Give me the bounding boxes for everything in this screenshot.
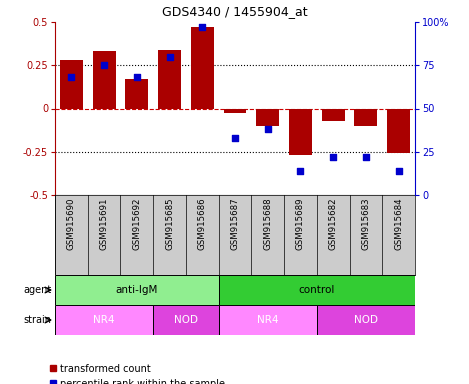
Bar [224,109,246,113]
Legend: transformed count, percentile rank within the sample: transformed count, percentile rank withi… [45,360,229,384]
Bar [322,109,345,121]
Text: GSM915690: GSM915690 [67,197,76,250]
Text: GSM915689: GSM915689 [296,197,305,250]
Bar [256,109,279,126]
Text: GDS4340 / 1455904_at: GDS4340 / 1455904_at [162,5,308,18]
Bar [158,50,181,109]
Point [68,74,75,80]
Text: agent: agent [23,285,51,295]
Text: GSM915686: GSM915686 [198,197,207,250]
Bar [355,109,378,126]
Point [297,168,304,174]
Bar [55,275,219,305]
Text: GSM915688: GSM915688 [263,197,272,250]
Text: NOD: NOD [354,315,378,325]
Bar [219,275,415,305]
Text: GSM915691: GSM915691 [99,197,109,250]
Text: GSM915685: GSM915685 [165,197,174,250]
Point [395,168,402,174]
Bar [55,305,153,335]
Text: GSM915682: GSM915682 [329,197,338,250]
Text: NR4: NR4 [257,315,279,325]
Text: NOD: NOD [174,315,198,325]
Bar [387,109,410,154]
Text: GSM915687: GSM915687 [230,197,240,250]
Point [198,24,206,30]
Text: NR4: NR4 [93,315,115,325]
Bar [219,305,317,335]
Text: GSM915683: GSM915683 [362,197,371,250]
Bar [317,305,415,335]
Text: strain: strain [23,315,51,325]
Bar [93,51,115,109]
Point [264,126,272,132]
Text: anti-IgM: anti-IgM [116,285,158,295]
Bar [60,60,83,109]
Point [133,74,141,80]
Point [329,154,337,160]
Text: control: control [299,285,335,295]
Point [231,135,239,141]
Text: GSM915692: GSM915692 [132,197,141,250]
Point [100,62,108,68]
Bar [125,79,148,109]
Point [166,53,174,60]
Bar [153,305,219,335]
Text: GSM915684: GSM915684 [394,197,403,250]
Bar [289,109,312,155]
Bar [191,27,214,109]
Point [362,154,370,160]
